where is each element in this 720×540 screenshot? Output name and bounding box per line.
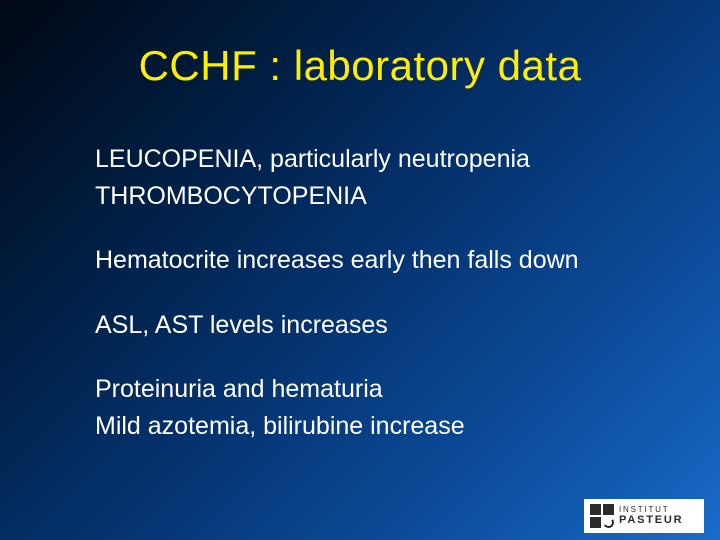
spacer xyxy=(95,215,660,243)
logo-text: INSTITUT PASTEUR xyxy=(619,506,683,526)
slide: CCHF : laboratory data LEUCOPENIA, parti… xyxy=(0,0,720,540)
slide-title: CCHF : laboratory data xyxy=(0,42,720,90)
body-line-5: Proteinuria and hematuria xyxy=(95,372,660,407)
logo-mark-icon xyxy=(590,504,614,528)
body-line-2: THROMBOCYTOPENIA xyxy=(95,179,660,214)
slide-body: LEUCOPENIA, particularly neutropenia THR… xyxy=(95,142,660,445)
spacer xyxy=(95,280,660,308)
institut-pasteur-logo: INSTITUT PASTEUR xyxy=(584,499,704,533)
body-line-1: LEUCOPENIA, particularly neutropenia xyxy=(95,142,660,177)
logo-line-2: PASTEUR xyxy=(619,515,683,526)
body-line-4: ASL, AST levels increases xyxy=(95,308,660,343)
spacer xyxy=(95,344,660,372)
body-line-6: Mild azotemia, bilirubine increase xyxy=(95,409,660,444)
body-line-3: Hematocrite increases early then falls d… xyxy=(95,243,660,278)
logo-line-1: INSTITUT xyxy=(619,506,683,514)
